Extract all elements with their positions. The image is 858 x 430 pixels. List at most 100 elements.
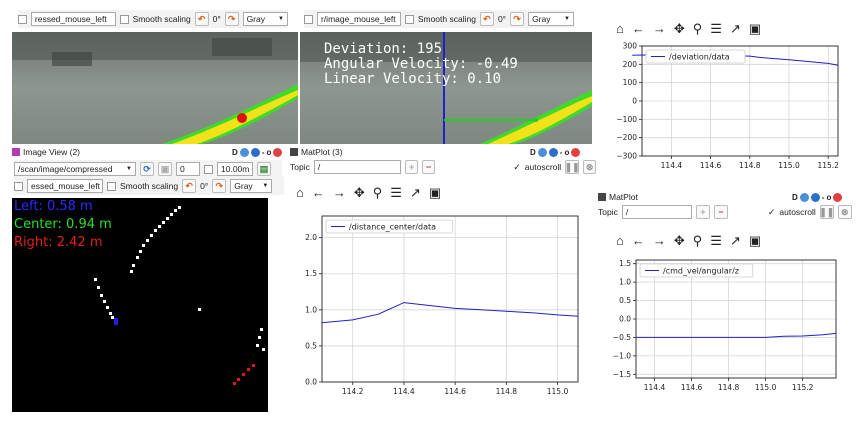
max-range-checkbox[interactable]	[204, 164, 213, 174]
pause-icon[interactable]: ❚❚	[819, 205, 834, 219]
smooth-scaling-checkbox[interactable]	[404, 14, 414, 24]
forward-icon[interactable]: →	[332, 185, 346, 200]
deviation-plot[interactable]: 300 200 100 0 −100 −200 −300 114.4 114.6 114.8 115…	[596, 40, 848, 178]
dock-button[interactable]: D	[530, 147, 536, 157]
export-icon[interactable]: ▤	[257, 162, 271, 176]
color-scheme-select[interactable]: Gray ▼	[528, 12, 574, 26]
reload-icon[interactable]	[537, 147, 547, 157]
dock-button[interactable]: D	[792, 192, 798, 202]
float-icon[interactable]: o	[266, 147, 272, 157]
minimize-icon[interactable]: -	[261, 147, 265, 157]
color-scheme-select[interactable]: Gray ▼	[242, 12, 288, 26]
chevron-down-icon: ▼	[262, 183, 269, 189]
subplots-icon[interactable]: ☰	[710, 233, 722, 248]
forward-icon[interactable]: →	[652, 233, 666, 248]
matplot-icon	[290, 148, 298, 156]
num-gray-spinner[interactable]: 0	[176, 162, 200, 176]
x-tick-label: 114.6	[681, 383, 703, 392]
matplot-3-topic-toolbar: Topic / + − ✓ autoscroll ❚❚ ⊗	[290, 158, 596, 176]
save-icon[interactable]: ▣	[428, 185, 442, 200]
forward-icon[interactable]: →	[652, 21, 666, 36]
x-tick-label: 114.2	[342, 387, 364, 396]
smooth-scaling-checkbox[interactable]	[107, 181, 116, 191]
minimize-icon[interactable]: -	[559, 147, 563, 157]
topic-input[interactable]: /	[313, 160, 402, 174]
close-icon[interactable]	[273, 147, 283, 157]
image-topic-select[interactable]: /scan/image/compressed ▼	[14, 162, 136, 176]
clear-icon[interactable]: ⊗	[583, 160, 596, 174]
mouse-topic-checkbox[interactable]	[304, 14, 313, 24]
home-icon[interactable]: ⌂	[616, 21, 624, 36]
back-icon[interactable]: ←	[631, 21, 645, 36]
autoscroll-check-icon[interactable]: ✓	[767, 206, 776, 217]
rotate-right-icon[interactable]: ↷	[224, 12, 239, 26]
camera-image-right[interactable]	[300, 32, 592, 144]
add-topic-icon[interactable]: +	[695, 205, 710, 219]
back-icon[interactable]: ←	[631, 233, 645, 248]
axes-edit-icon[interactable]: ↗	[729, 233, 741, 248]
subplots-icon[interactable]: ☰	[390, 185, 402, 200]
clear-icon[interactable]: ⊗	[837, 205, 852, 219]
reload-icon[interactable]	[239, 147, 249, 157]
lane-line	[172, 90, 298, 144]
mouse-topic-checkbox[interactable]	[14, 181, 23, 191]
rotate-right-icon[interactable]: ↷	[212, 179, 227, 193]
chevron-down-icon: ▼	[564, 16, 570, 22]
remove-topic-icon[interactable]: −	[422, 160, 435, 174]
plot-frame	[641, 45, 839, 157]
pan-icon[interactable]: ✥	[673, 21, 685, 36]
axes-edit-icon[interactable]: ↗	[409, 185, 421, 200]
subplots-icon[interactable]: ☰	[710, 21, 722, 36]
minimize-icon[interactable]: -	[821, 192, 825, 202]
angular-z-plot[interactable]: 1.5 1.0 0.5 0.0 −0.5 −1.0 −1.5 114.4 114.6 114.8 1…	[596, 252, 848, 398]
topic-input[interactable]: /	[621, 205, 692, 219]
pan-icon[interactable]: ✥	[353, 185, 365, 200]
lidar-scan-image[interactable]	[12, 198, 268, 412]
mouse-topic-field[interactable]: r/image_mouse_left	[316, 12, 401, 26]
zoom-icon[interactable]: ⚲	[692, 233, 703, 248]
save-image-icon[interactable]: ▣	[158, 162, 172, 176]
refresh-icon[interactable]: ⟳	[140, 162, 154, 176]
smooth-scaling-checkbox[interactable]	[119, 14, 129, 24]
zoom-icon[interactable]: ⚲	[372, 185, 383, 200]
save-icon[interactable]: ▣	[748, 21, 762, 36]
remove-topic-icon[interactable]: −	[713, 205, 728, 219]
float-icon[interactable]: o	[564, 147, 570, 157]
rotate-right-icon[interactable]: ↷	[510, 12, 525, 26]
y-tick-label: −100	[616, 115, 637, 124]
y-tick-label: −0.5	[613, 333, 631, 342]
distance-center-plot[interactable]: 2.0 1.5 1.0 0.5 0.0 114.2 114.4 114.6 114.8 115.0…	[290, 204, 596, 408]
pan-icon[interactable]: ✥	[673, 233, 685, 248]
back-icon[interactable]: ←	[311, 185, 325, 200]
help-icon[interactable]	[548, 147, 558, 157]
camera-image-left[interactable]	[12, 32, 298, 144]
reload-icon[interactable]	[799, 192, 809, 202]
chevron-down-icon: ▼	[278, 16, 284, 22]
float-icon[interactable]: o	[826, 192, 832, 202]
close-icon[interactable]	[833, 192, 843, 202]
plot-legend: /deviation/data	[645, 49, 746, 64]
axes-edit-icon[interactable]: ↗	[729, 21, 741, 36]
home-icon[interactable]: ⌂	[296, 185, 304, 200]
rotate-left-icon[interactable]: ↶	[182, 179, 197, 193]
x-tick-label: 114.6	[700, 161, 722, 170]
home-icon[interactable]: ⌂	[616, 233, 624, 248]
zoom-icon[interactable]: ⚲	[692, 21, 703, 36]
pause-icon[interactable]: ❚❚	[565, 160, 580, 174]
rotate-left-icon[interactable]: ↶	[479, 12, 494, 26]
mouse-topic-checkbox[interactable]	[18, 14, 27, 24]
close-icon[interactable]	[571, 147, 581, 157]
rotate-left-icon[interactable]: ↶	[194, 12, 209, 26]
smooth-scaling-label: Smooth scaling	[120, 181, 179, 191]
autoscroll-check-icon[interactable]: ✓	[513, 161, 521, 172]
matplot-3-dock-buttons: D - o	[530, 146, 581, 158]
save-icon[interactable]: ▣	[748, 233, 762, 248]
dock-button[interactable]: D	[232, 147, 238, 157]
help-icon[interactable]	[250, 147, 260, 157]
mouse-topic-field[interactable]: ressed_mouse_left	[30, 12, 116, 26]
max-range-field[interactable]: 10.00m	[217, 162, 253, 176]
color-scheme-select[interactable]: Gray ▼	[230, 179, 273, 193]
help-icon[interactable]	[810, 192, 820, 202]
add-topic-icon[interactable]: +	[405, 160, 419, 174]
mouse-topic-field[interactable]: essed_mouse_left	[27, 179, 103, 193]
